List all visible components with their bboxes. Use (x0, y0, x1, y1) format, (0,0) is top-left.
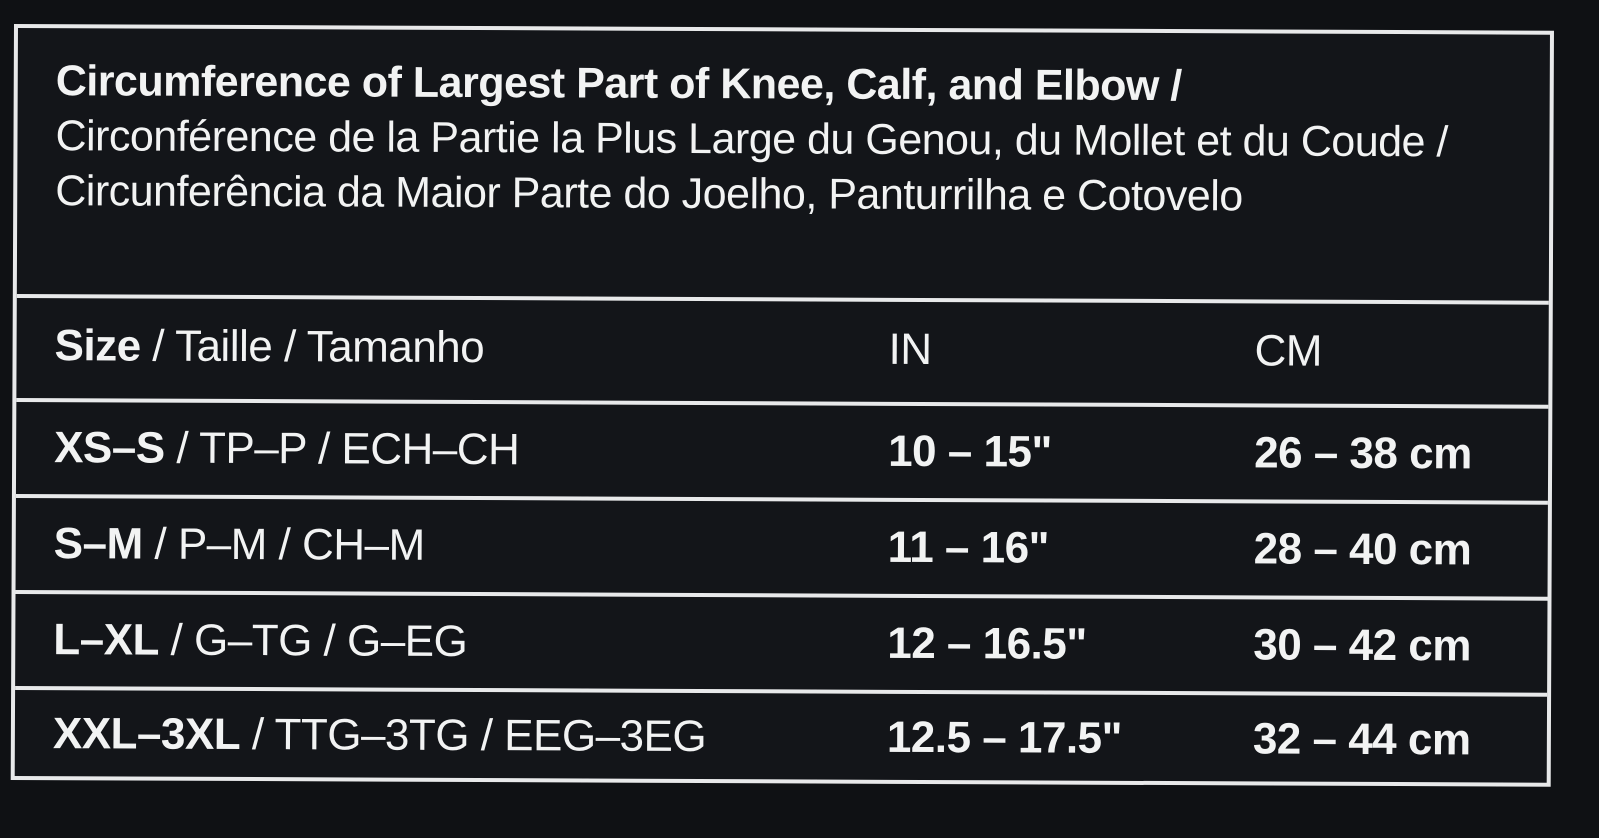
in-cell: 12.5 – 17.5" (886, 712, 1123, 763)
in-cell: 11 – 16" (887, 522, 1050, 573)
title-english: Circumference of Largest Part of Knee, C… (55, 57, 1182, 111)
size-cell: XXL–3XL / TTG–3TG / EEG–3EG (52, 709, 707, 762)
cm-cell: 32 – 44 cm (1252, 714, 1471, 765)
table-row: XXL–3XL / TTG–3TG / EEG–3EG 12.5 – 17.5"… (15, 688, 1547, 787)
size-cell: L–XL / G–TG / G–EG (53, 615, 468, 666)
cm-cell: 26 – 38 cm (1254, 428, 1472, 479)
chart-title: Circumference of Largest Part of Knee, C… (55, 54, 1516, 225)
title-translations: Circonférence de la Partie la Plus Large… (55, 112, 1449, 221)
cm-cell: 30 – 42 cm (1253, 620, 1472, 671)
header-size: Size / Taille / Tamanho (54, 321, 485, 373)
size-chart-panel: Circumference of Largest Part of Knee, C… (10, 24, 1554, 787)
header-in: IN (888, 324, 932, 375)
size-cell: XS–S / TP–P / ECH–CH (54, 423, 520, 475)
header-cm: CM (1254, 326, 1323, 376)
size-cell: S–M / P–M / CH–M (53, 519, 425, 570)
in-cell: 10 – 15" (888, 426, 1052, 477)
table-row: L–XL / G–TG / G–EG 12 – 16.5" 30 – 42 cm (15, 594, 1547, 693)
table-row: XS–S / TP–P / ECH–CH 10 – 15" 26 – 38 cm (16, 402, 1548, 501)
cm-cell: 28 – 40 cm (1253, 524, 1472, 575)
table-header: Size / Taille / Tamanho IN CM (16, 300, 1548, 399)
table-row: S–M / P–M / CH–M 11 – 16" 28 – 40 cm (16, 498, 1548, 597)
in-cell: 12 – 16.5" (887, 618, 1087, 669)
